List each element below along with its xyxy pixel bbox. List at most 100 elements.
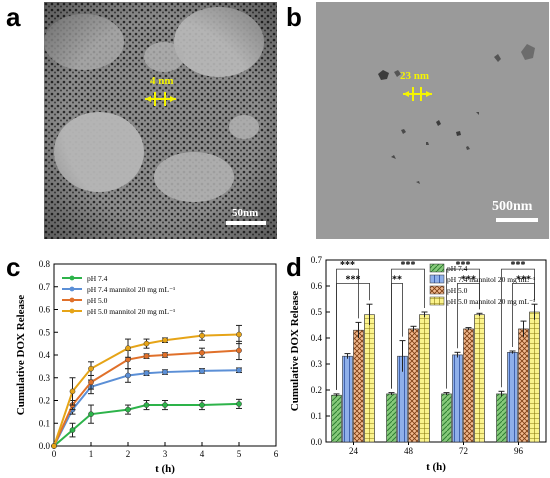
bar <box>518 328 529 443</box>
legend-label: pH 5.0 mannitol 20 mg mL⁻¹ <box>447 297 535 306</box>
x-tick-label: 3 <box>163 449 168 459</box>
data-point <box>125 345 131 352</box>
data-point <box>199 349 205 356</box>
series-line-3 <box>51 324 242 449</box>
data-point <box>143 370 150 377</box>
legend-swatch <box>429 274 445 284</box>
bar <box>529 311 540 443</box>
plot-frame <box>325 259 547 443</box>
y-tick-label: 0.3 <box>39 373 51 383</box>
y-tick-label: 0.5 <box>311 307 323 317</box>
significance-label: *** <box>511 260 526 271</box>
data-point <box>88 365 94 372</box>
legend-marker <box>69 297 75 303</box>
significance-bracket <box>457 283 480 349</box>
x-tick-label: 24 <box>349 446 359 456</box>
data-point <box>199 368 205 374</box>
tem-annotations-b: 23 nm 500nm <box>400 70 538 222</box>
x-tick-label: 6 <box>274 449 279 459</box>
series-line-2 <box>51 340 242 449</box>
x-tick-label: 1 <box>89 449 94 459</box>
significance-label: ** <box>392 274 402 285</box>
y-tick-label: 0.6 <box>39 305 51 315</box>
x-axis-label: t (h) <box>426 461 446 473</box>
release-bar-chart: 0.00.10.20.30.40.50.60.724 48 72 96********… <box>289 255 547 473</box>
bar <box>496 393 507 443</box>
legend-marker <box>69 286 75 292</box>
legend-swatch <box>429 285 445 295</box>
y-axis-label: Cumulative DOX Release <box>289 291 301 411</box>
bar <box>353 329 364 443</box>
y-tick-label: 0.1 <box>39 418 50 428</box>
data-point <box>143 353 150 359</box>
bar <box>331 394 342 443</box>
tem-image-b <box>316 2 549 239</box>
bar <box>507 352 518 443</box>
measure-label-a: 4 nm <box>150 75 174 87</box>
bar <box>441 393 452 443</box>
legend-marker <box>69 275 75 281</box>
y-tick-label: 0.8 <box>39 259 51 269</box>
x-axis-label: t (h) <box>155 463 175 475</box>
data-point <box>199 402 205 408</box>
panel-letter-a: a <box>6 2 21 32</box>
scale-bar-a <box>226 221 266 225</box>
significance-bracket <box>336 283 370 390</box>
measure-marker-b <box>403 87 432 101</box>
y-tick-label: 0.0 <box>39 441 51 451</box>
panel-letter-c: c <box>6 252 21 282</box>
y-tick-label: 0.2 <box>39 396 50 406</box>
data-point <box>69 388 76 395</box>
significance-label: *** <box>340 260 355 271</box>
legend-label: pH 7.4 mannitol 20 mg mL⁻¹ <box>447 275 535 284</box>
tem-annotations-a: 4 nm 50nm <box>145 75 266 225</box>
bar <box>419 314 430 443</box>
y-tick-label: 0.5 <box>39 327 51 337</box>
bar <box>452 354 463 443</box>
series-path <box>53 369 240 447</box>
panel-letter-b: b <box>286 2 302 32</box>
bar <box>342 355 353 443</box>
x-tick-label: 0 <box>52 449 57 459</box>
data-point <box>69 427 76 433</box>
y-tick-label: 0.7 <box>311 255 323 265</box>
significance-label: *** <box>516 274 531 285</box>
data-point <box>236 331 242 338</box>
scale-bar-label-b: 500nm <box>492 199 533 214</box>
bar <box>364 314 375 443</box>
data-point <box>143 402 150 408</box>
legend-swatch <box>429 296 445 306</box>
data-point <box>51 443 57 449</box>
x-tick-label: 96 <box>514 446 524 456</box>
y-tick-label: 0.4 <box>39 350 51 360</box>
release-line-chart: 0.0 0.1 0.2 0.3 0.4 0.5 0.6 0.7 0.8 0 1 2 3 4 5 6 t (h) C… <box>15 259 279 475</box>
legend-label: pH 7.4 mannitol 20 mg mL⁻¹ <box>87 285 175 294</box>
legend-label: pH 7.4 <box>447 264 468 273</box>
significance-bracket <box>391 283 403 389</box>
significance-label: *** <box>401 260 416 271</box>
tem-image-a <box>44 2 277 239</box>
y-tick-label: 0.0 <box>311 437 323 447</box>
data-point <box>236 367 242 374</box>
measure-marker-a <box>145 92 176 106</box>
data-point <box>162 352 168 358</box>
data-point <box>162 337 168 344</box>
measure-label-b: 23 nm <box>400 70 429 82</box>
legend-swatch <box>429 263 445 273</box>
y-tick-label: 0.6 <box>311 281 323 291</box>
bar <box>463 328 474 443</box>
significance-label: *** <box>456 260 471 271</box>
y-tick-label: 0.1 <box>311 411 322 421</box>
data-point <box>143 340 150 347</box>
significance-bracket <box>512 283 535 347</box>
data-point <box>125 372 131 379</box>
series-path <box>53 402 240 447</box>
y-axis-label: Cumulative DOX Release <box>15 295 27 415</box>
scale-bar-label-a: 50nm <box>232 207 258 219</box>
y-tick-label: 0.7 <box>39 282 51 292</box>
legend-marker <box>69 308 75 314</box>
x-tick-label: 5 <box>237 449 242 459</box>
bar <box>408 328 419 443</box>
series-path <box>53 349 240 447</box>
data-point <box>88 379 94 386</box>
